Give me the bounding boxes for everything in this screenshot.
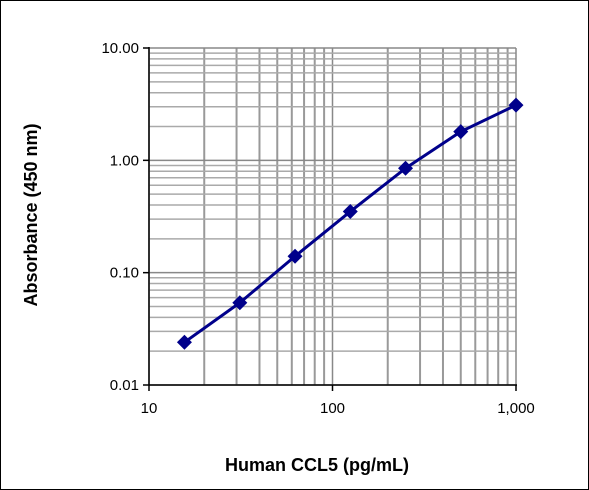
grid [148,47,517,386]
y-axis-label: Absorbance (450 nm) [21,123,41,306]
axes [143,47,517,391]
series [176,97,524,350]
data-point [342,204,358,220]
data-point [232,295,248,311]
y-tick-label: 10.00 [101,40,139,57]
x-tick-label: 100 [320,400,345,417]
data-point [176,334,192,350]
y-tick-label: 0.01 [110,377,139,394]
y-tick-label: 1.00 [110,152,139,169]
data-point [508,97,524,113]
data-point [398,160,414,176]
y-tick-label: 0.10 [110,265,139,282]
data-point [453,124,469,140]
x-tick-label: 1,000 [497,400,535,417]
x-tick-label: 10 [141,400,158,417]
x-axis-label: Human CCL5 (pg/mL) [225,455,409,475]
tick-labels: 0.01 0.10 1.00 10.00 10 100 1,000 [101,40,534,417]
data-point [287,248,303,264]
